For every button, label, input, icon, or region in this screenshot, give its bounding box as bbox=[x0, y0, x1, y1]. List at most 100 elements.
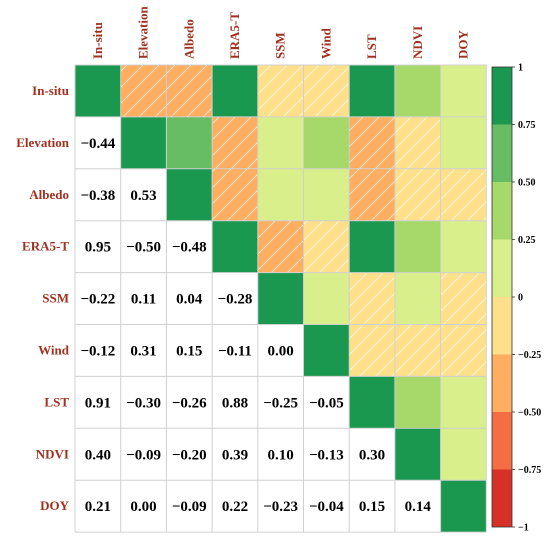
negative-hatch bbox=[349, 116, 395, 169]
cell-value-label: 0.30 bbox=[359, 447, 385, 463]
cell-value-label: 0.21 bbox=[85, 499, 111, 515]
cell-value-label: −0.44 bbox=[80, 136, 115, 152]
cell-value-label: 0.91 bbox=[85, 395, 111, 411]
row-label: DOY bbox=[40, 498, 70, 513]
negative-hatch bbox=[440, 272, 487, 325]
cell-value-label: 0.53 bbox=[130, 188, 156, 204]
cell-value-label: −0.12 bbox=[80, 343, 115, 359]
cell-value-label: −0.13 bbox=[309, 447, 344, 463]
cell-value-label: 0.04 bbox=[176, 292, 203, 308]
cell-value-label: −0.09 bbox=[126, 447, 161, 463]
heatmap-cell bbox=[349, 220, 395, 273]
cell-value-label: 0.31 bbox=[130, 343, 156, 359]
cell-value-label: 0.40 bbox=[85, 447, 111, 463]
heatmap-cell bbox=[394, 220, 441, 273]
heatmap-cell bbox=[166, 168, 213, 221]
cell-value-label: −0.26 bbox=[172, 395, 207, 411]
heatmap-cell bbox=[303, 116, 350, 169]
cell-value-label: 0.14 bbox=[405, 499, 432, 515]
row-label: Elevation bbox=[16, 135, 69, 150]
cell-value-label: −0.05 bbox=[309, 395, 344, 411]
cell-value-label: 0.11 bbox=[131, 292, 156, 308]
row-label: Wind bbox=[38, 342, 70, 357]
negative-hatch bbox=[257, 220, 304, 273]
heatmap-cell bbox=[440, 65, 487, 117]
colorbar-tick-label: 0.25 bbox=[518, 235, 536, 246]
row-label: Albedo bbox=[29, 187, 69, 202]
colorbar-tick-label: −0.25 bbox=[518, 350, 541, 361]
row-labels: In-situ Elevation Albedo ERA5-T SSM Wind LST ND… bbox=[16, 83, 69, 513]
cell-value-label: −0.48 bbox=[172, 240, 207, 256]
heatmap-cell bbox=[440, 116, 487, 169]
cell-value-label: −0.28 bbox=[218, 292, 253, 308]
negative-hatch bbox=[394, 116, 441, 169]
column-label: LST bbox=[364, 34, 379, 59]
row-label: ERA5-T bbox=[22, 239, 69, 254]
heatmap-cell bbox=[166, 116, 213, 169]
column-label: In-situ bbox=[90, 22, 105, 59]
heatmap-cell bbox=[349, 376, 395, 429]
colorbar-tick-label: 1 bbox=[518, 63, 523, 74]
negative-hatch bbox=[349, 324, 395, 377]
negative-hatch bbox=[303, 220, 350, 273]
cells-layer: −0.44 −0.38 0.53 0.95 −0.50 −0.48 −0.22 0.11 0.0… bbox=[75, 65, 487, 533]
column-label: Wind bbox=[318, 27, 333, 59]
negative-hatch bbox=[394, 168, 441, 221]
cell-value-label: 0.15 bbox=[359, 499, 385, 515]
colorbar-segment bbox=[492, 354, 512, 412]
cell-value-label: −0.25 bbox=[263, 395, 298, 411]
column-label: SSM bbox=[273, 32, 288, 59]
heatmap-cell bbox=[440, 220, 487, 273]
column-labels: In-situ Elevation Albedo ERA5-T SSM Wind LST ND… bbox=[90, 6, 471, 59]
column-label: DOY bbox=[455, 30, 470, 60]
negative-hatch bbox=[440, 168, 487, 221]
cell-value-label: −0.09 bbox=[172, 499, 207, 515]
heatmap-cell bbox=[394, 65, 441, 117]
column-label: ERA5-T bbox=[227, 12, 242, 59]
negative-hatch bbox=[349, 168, 395, 221]
colorbar-segment bbox=[492, 469, 512, 527]
colorbar-segment bbox=[492, 297, 512, 355]
row-label: LST bbox=[44, 394, 69, 409]
colorbar-segment bbox=[492, 239, 512, 297]
cell-value-label: −0.22 bbox=[80, 292, 115, 308]
heatmap-cell bbox=[440, 428, 487, 481]
heatmap-cell bbox=[257, 168, 304, 221]
colorbar-segment bbox=[492, 182, 512, 240]
negative-hatch bbox=[166, 65, 213, 117]
cell-value-label: −0.50 bbox=[126, 240, 161, 256]
negative-hatch bbox=[303, 65, 350, 117]
heatmap-cell bbox=[75, 65, 121, 117]
row-label: In-situ bbox=[32, 83, 69, 98]
heatmap-cell bbox=[440, 480, 487, 533]
negative-hatch bbox=[212, 116, 258, 169]
cell-value-label: −0.11 bbox=[218, 343, 252, 359]
heatmap-cell bbox=[303, 324, 350, 377]
colorbar-tick-label: 0 bbox=[518, 293, 523, 304]
heatmap-cell bbox=[303, 272, 350, 325]
cell-value-label: −0.30 bbox=[126, 395, 161, 411]
heatmap-cell bbox=[303, 168, 350, 221]
heatmap-cell bbox=[212, 65, 258, 117]
colorbar-segment bbox=[492, 412, 512, 470]
colorbar-segment bbox=[492, 124, 512, 182]
heatmap-cell bbox=[257, 116, 304, 169]
colorbar-tick-label: −1 bbox=[518, 523, 529, 534]
grid-lines bbox=[74, 64, 487, 533]
cell-value-label: 0.22 bbox=[222, 499, 248, 515]
heatmap-cell bbox=[394, 376, 441, 429]
heatmap-cell bbox=[394, 428, 441, 481]
negative-hatch bbox=[212, 168, 258, 221]
cell-value-label: −0.23 bbox=[263, 499, 298, 515]
cell-value-label: 0.88 bbox=[222, 395, 248, 411]
row-label: SSM bbox=[42, 291, 69, 306]
cell-value-label: 0.00 bbox=[130, 499, 156, 515]
cell-value-label: 0.95 bbox=[85, 240, 111, 256]
negative-hatch bbox=[394, 324, 441, 377]
cell-value-label: −0.04 bbox=[309, 499, 344, 515]
colorbar-tick-label: −0.50 bbox=[518, 408, 541, 419]
negative-hatch bbox=[440, 324, 487, 377]
colorbar-tick-label: 0.75 bbox=[518, 120, 536, 131]
heatmap-cell bbox=[120, 116, 167, 169]
